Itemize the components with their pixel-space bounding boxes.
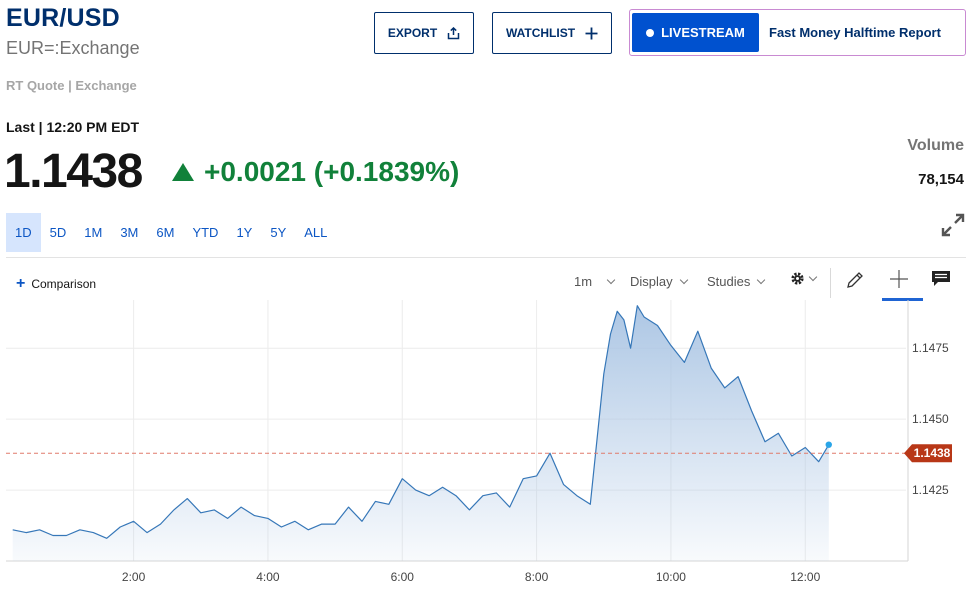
range-tab-6m[interactable]: 6M — [156, 225, 175, 240]
x-tick-label: 8:00 — [525, 570, 549, 584]
display-label: Display — [630, 274, 673, 289]
comparison-button[interactable]: + Comparison — [16, 275, 97, 292]
watchlist-label: WATCHLIST — [505, 26, 576, 40]
chevron-down-icon — [808, 272, 818, 282]
share-icon — [447, 26, 460, 39]
studies-dropdown[interactable]: Studies — [707, 274, 766, 289]
livestream-banner[interactable]: LIVESTREAM Fast Money Halftime Report — [629, 9, 966, 56]
x-tick-label: 6:00 — [391, 570, 415, 584]
last-update-time: Last | 12:20 PM EDT — [6, 119, 140, 135]
range-tab-1m[interactable]: 1M — [84, 225, 103, 240]
range-tab-all[interactable]: ALL — [304, 225, 328, 240]
crosshair-icon[interactable] — [889, 269, 909, 289]
volume-label: Volume — [907, 137, 964, 154]
volume-value: 78,154 — [918, 171, 964, 188]
crosshair-active-indicator — [882, 298, 923, 301]
x-tick-label: 12:00 — [790, 570, 820, 584]
x-tick-label: 4:00 — [256, 570, 280, 584]
last-price-dot — [825, 441, 832, 448]
studies-label: Studies — [707, 274, 751, 289]
range-tab-1d[interactable]: 1D — [6, 213, 41, 252]
chevron-down-icon — [757, 275, 766, 285]
y-tick-label: 1.1425 — [912, 483, 949, 497]
time-range-tabs: 1D 5D 1M 3M 6M YTD 1Y 5Y ALL — [6, 213, 336, 252]
price-line — [12, 305, 830, 539]
range-tab-1y[interactable]: 1Y — [236, 225, 253, 240]
up-arrow-icon — [172, 163, 194, 181]
y-tick-label: 1.1475 — [912, 341, 949, 355]
last-price-tag — [904, 444, 952, 463]
toolbar-divider — [830, 268, 831, 298]
x-tick-label: 10:00 — [656, 570, 686, 584]
settings-gear-icon — [791, 272, 804, 285]
chevron-down-icon — [679, 275, 688, 285]
currency-pair-symbol: EUR/USD — [6, 4, 120, 32]
livestream-button[interactable]: LIVESTREAM — [632, 13, 759, 52]
interval-label: 1m — [574, 274, 593, 289]
export-label: EXPORT — [387, 26, 438, 40]
display-dropdown[interactable]: Display — [630, 274, 688, 289]
range-tab-5d[interactable]: 5D — [49, 225, 67, 240]
interval-dropdown[interactable]: 1m — [574, 274, 616, 289]
price-change: +0.0021 (+0.1839%) — [172, 156, 459, 188]
header-divider — [6, 257, 966, 258]
x-tick-label: 2:00 — [122, 570, 146, 584]
range-tab-ytd[interactable]: YTD — [192, 225, 219, 240]
export-button[interactable]: EXPORT — [374, 12, 474, 54]
price-change-value: +0.0021 (+0.1839%) — [204, 156, 460, 187]
livestream-show-title[interactable]: Fast Money Halftime Report — [769, 25, 941, 40]
comparison-label: Comparison — [31, 277, 97, 291]
last-price: 1.1438 — [4, 145, 143, 198]
comment-icon[interactable] — [931, 270, 951, 288]
exchange-name: EUR=:Exchange — [6, 38, 140, 58]
livestream-label: LIVESTREAM — [661, 25, 745, 40]
settings-dropdown[interactable] — [790, 271, 818, 286]
expand-icon[interactable] — [940, 212, 966, 238]
draw-pencil-icon[interactable] — [845, 270, 865, 290]
quote-source: RT Quote | Exchange — [6, 78, 137, 93]
y-tick-label: 1.1450 — [912, 412, 949, 426]
price-chart[interactable]: 2:00 4:00 6:00 8:00 10:00 12:00 1.1475 1.1450 1.… — [0, 300, 972, 589]
plus-icon — [585, 27, 598, 39]
price-area — [12, 305, 829, 561]
chevron-down-icon — [606, 275, 616, 285]
range-tab-3m[interactable]: 3M — [120, 225, 139, 240]
live-dot-icon — [646, 28, 655, 37]
last-price-tag-label: 1.1438 — [914, 446, 951, 460]
watchlist-button[interactable]: WATCHLIST — [492, 12, 612, 54]
plus-icon: + — [16, 275, 26, 292]
range-tab-5y[interactable]: 5Y — [270, 225, 287, 240]
